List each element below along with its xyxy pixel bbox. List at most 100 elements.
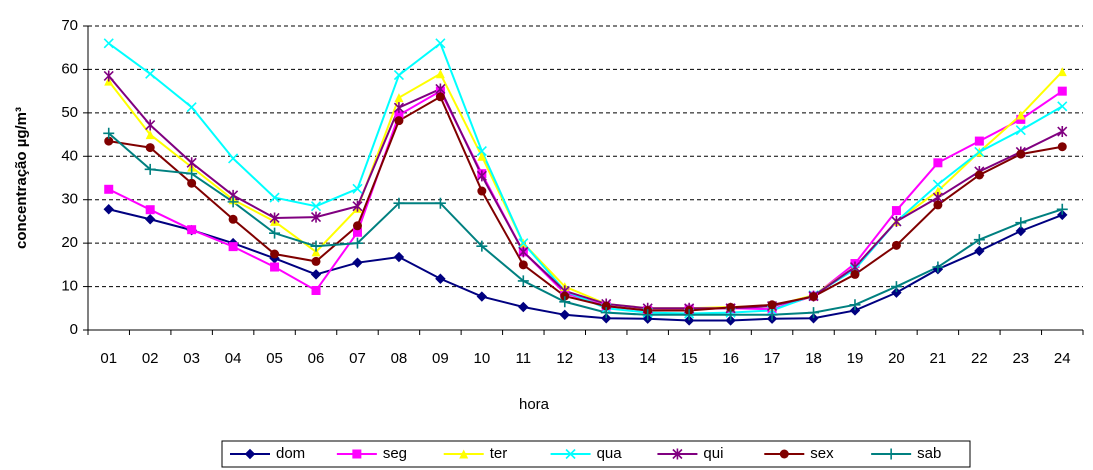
marker bbox=[477, 186, 487, 196]
marker bbox=[270, 249, 280, 259]
marker bbox=[891, 206, 901, 216]
marker bbox=[518, 238, 529, 249]
marker bbox=[933, 158, 943, 168]
y-tick-label: 30 bbox=[61, 191, 78, 208]
marker bbox=[1015, 225, 1027, 237]
marker bbox=[1057, 86, 1067, 96]
series-line bbox=[107, 75, 1063, 310]
series-line bbox=[108, 132, 1063, 316]
x-tick-label: 14 bbox=[639, 350, 656, 367]
legend-label: sex bbox=[810, 445, 834, 462]
marker bbox=[1056, 203, 1068, 215]
marker bbox=[145, 205, 155, 215]
marker bbox=[559, 309, 570, 321]
marker bbox=[394, 93, 404, 103]
x-tick-label: 03 bbox=[183, 350, 200, 367]
legend-label: qui bbox=[703, 445, 723, 462]
marker bbox=[476, 146, 487, 157]
marker bbox=[726, 302, 736, 312]
marker bbox=[270, 262, 280, 272]
y-tick-label: 50 bbox=[61, 104, 78, 121]
marker bbox=[1057, 67, 1067, 77]
marker bbox=[890, 281, 902, 293]
x-tick-label: 19 bbox=[847, 350, 864, 367]
marker bbox=[974, 245, 985, 257]
x-tick-label: 16 bbox=[722, 350, 739, 367]
marker bbox=[352, 183, 363, 194]
legend-label: sab bbox=[917, 445, 941, 462]
marker bbox=[145, 68, 156, 79]
marker bbox=[434, 197, 446, 209]
marker bbox=[974, 170, 984, 180]
series-line bbox=[107, 70, 1063, 310]
marker bbox=[1057, 101, 1068, 112]
marker bbox=[310, 211, 322, 223]
marker bbox=[352, 227, 362, 237]
marker bbox=[103, 38, 114, 49]
marker bbox=[672, 448, 683, 460]
marker bbox=[849, 299, 861, 311]
marker bbox=[560, 291, 570, 301]
marker bbox=[435, 92, 445, 102]
marker bbox=[683, 315, 695, 326]
marker bbox=[725, 315, 736, 326]
x-tick-label: 13 bbox=[598, 350, 615, 367]
marker bbox=[476, 240, 488, 252]
marker bbox=[1057, 126, 1068, 138]
marker bbox=[933, 186, 943, 196]
marker bbox=[186, 102, 197, 113]
marker bbox=[393, 102, 405, 114]
marker bbox=[1015, 125, 1026, 136]
x-tick-label: 15 bbox=[681, 350, 698, 367]
marker bbox=[600, 307, 612, 319]
y-tick-label: 10 bbox=[61, 278, 78, 295]
x-tick-label: 06 bbox=[308, 350, 325, 367]
marker bbox=[144, 214, 156, 225]
marker bbox=[642, 309, 654, 321]
marker bbox=[393, 251, 405, 263]
marker bbox=[850, 269, 860, 279]
marker bbox=[891, 287, 902, 298]
marker bbox=[145, 119, 156, 131]
marker bbox=[186, 157, 197, 169]
marker bbox=[435, 69, 445, 79]
marker bbox=[565, 448, 576, 460]
x-tick-label: 07 bbox=[349, 350, 366, 367]
marker bbox=[779, 449, 789, 459]
marker bbox=[311, 285, 321, 295]
legend-label: dom bbox=[276, 445, 305, 462]
marker bbox=[269, 192, 280, 203]
marker bbox=[849, 305, 861, 316]
marker bbox=[145, 130, 155, 140]
x-tick-label: 09 bbox=[432, 350, 449, 367]
marker bbox=[518, 301, 529, 313]
y-tick-label: 0 bbox=[70, 321, 78, 338]
marker bbox=[394, 116, 404, 126]
marker bbox=[352, 200, 363, 212]
marker bbox=[310, 269, 322, 280]
marker bbox=[885, 448, 897, 460]
marker bbox=[477, 151, 487, 161]
marker bbox=[104, 136, 114, 146]
marker bbox=[310, 240, 322, 252]
marker bbox=[1016, 149, 1026, 159]
marker bbox=[352, 221, 362, 231]
marker bbox=[244, 448, 256, 460]
legend-label: ter bbox=[490, 445, 508, 462]
marker bbox=[974, 146, 985, 158]
x-tick-label: 08 bbox=[391, 350, 408, 367]
marker bbox=[311, 256, 321, 266]
marker bbox=[352, 449, 362, 459]
marker bbox=[103, 70, 114, 82]
marker bbox=[187, 225, 197, 235]
marker bbox=[891, 215, 902, 227]
marker bbox=[103, 127, 115, 139]
marker bbox=[435, 273, 446, 284]
marker bbox=[766, 309, 778, 321]
marker bbox=[394, 110, 404, 120]
x-tick-label: 02 bbox=[142, 350, 159, 367]
x-tick-label: 12 bbox=[556, 350, 573, 367]
marker bbox=[1016, 110, 1026, 120]
marker bbox=[974, 136, 984, 146]
marker bbox=[476, 291, 488, 302]
